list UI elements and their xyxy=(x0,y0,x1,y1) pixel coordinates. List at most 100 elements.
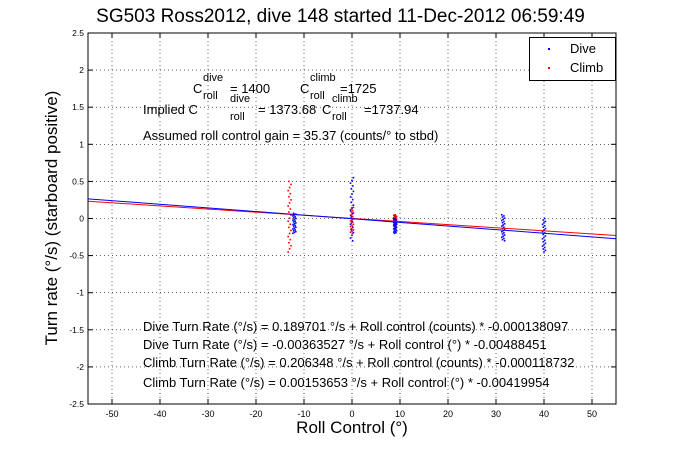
data-point xyxy=(351,185,354,187)
data-point xyxy=(501,233,504,235)
data-point xyxy=(394,217,396,220)
data-point xyxy=(289,192,292,195)
data-point xyxy=(351,230,353,232)
data-point xyxy=(350,211,353,213)
y-axis-label: Turn rate (°/s) (starboard positive) xyxy=(42,90,61,346)
data-point xyxy=(501,238,504,241)
data-point xyxy=(351,198,354,201)
data-point xyxy=(394,213,396,216)
data-point xyxy=(351,213,353,215)
data-point xyxy=(542,240,545,243)
y-tick-label: -2 xyxy=(76,362,84,372)
implied-dive-sub: roll xyxy=(230,111,245,123)
axis-ticks: -50 -40 -30 -20 -10 0 10 20 30 40 50 2.5 2 1.5 1 0.5 0 -0… xyxy=(69,28,616,419)
data-point xyxy=(542,248,545,250)
data-point xyxy=(351,232,354,235)
data-point xyxy=(543,251,545,253)
x-tick-label: 10 xyxy=(395,409,405,419)
data-point xyxy=(292,228,294,230)
data-point xyxy=(500,236,503,239)
climb-fit-degrees-text: Climb Turn Rate (°/s) = 0.00153653 °/s +… xyxy=(143,375,550,390)
c-roll-climb-value: =1725 xyxy=(340,81,377,96)
data-point xyxy=(543,217,546,220)
data-point xyxy=(293,218,296,221)
fit-lines xyxy=(87,198,617,240)
data-point xyxy=(392,228,395,230)
data-point xyxy=(292,219,294,222)
data-point xyxy=(544,249,547,252)
dive-fit-line xyxy=(87,198,617,240)
roll-gain-annotation: Assumed roll control gain = 35.37 (count… xyxy=(143,128,439,143)
data-point xyxy=(352,204,355,206)
data-point xyxy=(295,226,297,229)
data-point xyxy=(351,215,354,218)
data-point xyxy=(290,244,292,247)
data-point xyxy=(543,239,546,242)
data-point xyxy=(352,229,355,231)
x-axis-label: Roll Control (°) xyxy=(296,418,408,437)
data-point xyxy=(541,245,544,247)
data-point xyxy=(543,224,546,227)
implied-climb-letter: C xyxy=(322,102,332,117)
data-point xyxy=(349,231,352,234)
y-tick-label: 2 xyxy=(79,65,84,75)
implied-dive-label: Implied C xyxy=(143,102,198,117)
data-point xyxy=(544,242,547,244)
data-point xyxy=(288,195,290,198)
data-point xyxy=(351,218,353,221)
x-tick-label: 50 xyxy=(587,409,597,419)
data-point xyxy=(503,217,506,219)
data-point xyxy=(351,220,353,223)
data-point xyxy=(392,231,395,233)
data-point xyxy=(287,251,289,253)
data-point xyxy=(295,222,297,224)
data-point xyxy=(290,198,292,201)
c-roll-dive-value: = 1400 xyxy=(230,81,271,96)
data-point xyxy=(350,187,353,190)
data-point xyxy=(503,234,506,236)
data-point xyxy=(541,238,544,240)
data-point xyxy=(290,214,292,216)
legend-label-dive: Dive xyxy=(570,41,597,56)
data-point xyxy=(352,176,355,179)
data-point xyxy=(288,226,290,229)
data-point xyxy=(395,228,397,231)
data-point xyxy=(288,211,290,213)
data-point xyxy=(287,189,289,192)
legend-label-climb: Climb xyxy=(570,60,604,75)
data-point xyxy=(292,229,295,232)
data-point xyxy=(392,224,395,227)
data-point xyxy=(394,230,396,233)
data-point xyxy=(292,215,294,217)
x-tick-label: -40 xyxy=(153,409,166,419)
data-point xyxy=(290,183,292,186)
data-point xyxy=(501,216,504,218)
data-point xyxy=(288,241,290,244)
data-point xyxy=(395,214,397,217)
data-point xyxy=(394,216,396,219)
data-point xyxy=(349,196,352,198)
data-point xyxy=(351,179,353,182)
climb-marker-icon xyxy=(548,67,550,69)
y-tick-label: 1 xyxy=(79,139,84,149)
dive-points xyxy=(292,176,547,253)
data-point xyxy=(543,243,545,246)
data-point xyxy=(500,230,503,233)
c-roll-dive-letter: C xyxy=(193,81,203,96)
data-point xyxy=(392,218,395,220)
data-point xyxy=(350,222,353,224)
data-point xyxy=(352,190,355,193)
data-point xyxy=(293,227,296,229)
x-tick-label: 40 xyxy=(539,409,549,419)
y-tick-label: -1 xyxy=(76,288,84,298)
data-point xyxy=(395,218,397,221)
data-point xyxy=(287,220,289,223)
data-point xyxy=(351,212,354,215)
data-point xyxy=(543,229,545,231)
data-point xyxy=(393,215,396,218)
implied-dive-value: = 1373.68 xyxy=(258,102,317,117)
data-point xyxy=(294,215,296,218)
data-point xyxy=(395,226,398,229)
data-point xyxy=(349,214,352,217)
